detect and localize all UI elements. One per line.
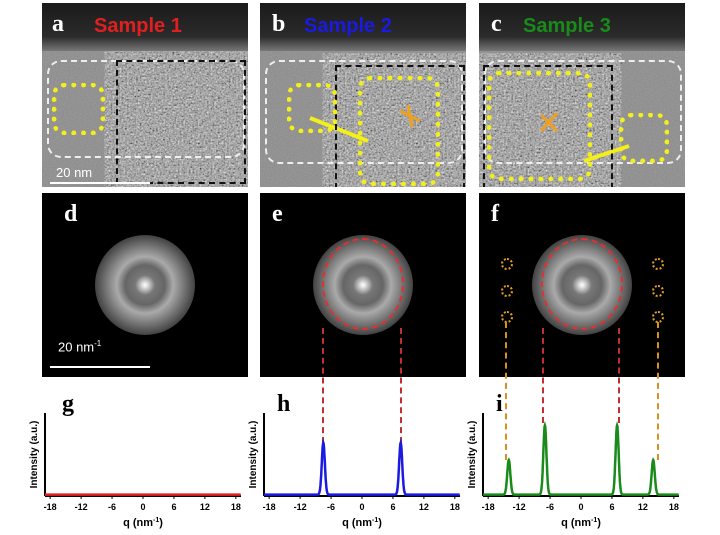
intensity-plot-i: -18 -12 -6 0 6 12 18 q (nm-1) Intensity (a.u.) i [466, 385, 684, 530]
x-axis-label: q (nm-1) [342, 517, 382, 529]
panel-label: b [272, 11, 286, 37]
selected-region-marker [52, 83, 105, 135]
diffraction-spot-marker [652, 285, 664, 297]
peak-connector-line [400, 328, 402, 443]
region-outline [484, 60, 682, 164]
x-tick-label: 0 [359, 502, 364, 512]
magnified-region-marker [487, 71, 592, 181]
scale-bar-value: 20 nm [58, 339, 95, 355]
diffraction-spot-marker [501, 285, 513, 297]
panel-label: d [64, 201, 78, 227]
diffraction-spot-marker [652, 258, 664, 270]
zoom-inset-outline [335, 65, 465, 187]
selected-region-marker [287, 83, 337, 133]
diffraction-spot-marker [501, 258, 513, 270]
x-tick-label: 0 [578, 502, 583, 512]
tem-image-sample-1: a Sample 1 20 nm [42, 3, 248, 187]
scale-bar-label: 20 nm [56, 165, 93, 180]
diffraction-spot-marker [501, 311, 513, 323]
x-tick-label: 6 [390, 502, 395, 512]
x-tick-label: 6 [171, 502, 176, 512]
y-axis-label: Intensity (a.u.) [29, 421, 40, 489]
x-tick-label: -6 [108, 502, 116, 512]
panel-label: g [62, 391, 74, 417]
panel-label: a [52, 11, 64, 37]
peak-connector-line [657, 322, 659, 460]
panel-title: Sample 2 [304, 15, 392, 37]
x-tick-label: -18 [263, 502, 276, 512]
x-tick-label: -12 [75, 502, 88, 512]
x-tick-label: 6 [609, 502, 614, 512]
scale-bar-label: 20 nm-1 [58, 339, 101, 354]
y-axis-label: Intensity (a.u.) [467, 421, 478, 489]
x-tick-label: -6 [546, 502, 554, 512]
magnified-region-marker [358, 76, 440, 186]
peak-connector-line [505, 322, 507, 460]
panel-title: Sample 3 [523, 15, 611, 37]
intensity-series-line [264, 438, 460, 496]
intensity-series-line [483, 421, 679, 496]
panel-label: c [491, 11, 502, 37]
plot-canvas: -18 -12 -6 0 6 12 18 q (nm-1) Intensity (a.u.) [248, 413, 460, 529]
scale-bar [50, 366, 150, 368]
tem-image-sample-3: c Sample 3 [479, 3, 685, 187]
x-axis-label: q (nm-1) [123, 517, 163, 529]
peak-connector-line [542, 328, 544, 423]
x-tick-label: 0 [140, 502, 145, 512]
panel-label: i [496, 391, 503, 417]
fft-pattern-sample-2: e [260, 193, 466, 377]
x-axis-label: q (nm-1) [561, 517, 601, 529]
x-tick-label: -12 [294, 502, 307, 512]
zoom-inset-outline [116, 60, 246, 184]
region-outline [265, 60, 463, 164]
panel-label: h [277, 391, 291, 417]
fft-pattern-sample-3: f [479, 193, 685, 377]
x-tick-label: 18 [669, 502, 679, 512]
x-tick-label: -6 [327, 502, 335, 512]
panel-title: Sample 1 [94, 15, 182, 37]
x-tick-label: 18 [231, 502, 241, 512]
peak-connector-line [322, 328, 324, 443]
intensity-plot-g: -18 -12 -6 0 6 12 18 q (nm-1) Intensity (a.u.) g [28, 385, 246, 530]
diffraction-ring-marker [541, 238, 623, 330]
tem-image-sample-2: b Sample 2 [260, 3, 466, 187]
x-tick-label: -12 [513, 502, 526, 512]
peak-connector-line [618, 328, 620, 423]
plot-canvas: -18 -12 -6 0 6 12 18 q (nm-1) Intensity (a.u.) [29, 413, 241, 529]
x-tick-label: 18 [450, 502, 460, 512]
diffraction-ring-marker [322, 238, 404, 330]
intensity-plot-h: -18 -12 -6 0 6 12 18 q (nm-1) Intensity (a.u.) h [247, 385, 465, 530]
panel-label: f [491, 201, 499, 227]
scale-bar-unit-exponent: -1 [94, 339, 102, 348]
y-axis-label: Intensity (a.u.) [248, 421, 259, 489]
x-tick-label: 12 [638, 502, 648, 512]
x-tick-label: -18 [482, 502, 495, 512]
selected-region-marker [619, 113, 669, 163]
x-tick-label: 12 [419, 502, 429, 512]
x-tick-label: -18 [44, 502, 57, 512]
scale-bar [50, 182, 150, 184]
panel-label: e [272, 201, 283, 227]
zoom-inset-outline [483, 65, 613, 187]
x-tick-label: 12 [200, 502, 210, 512]
fft-pattern-sample-1: d 20 nm-1 [42, 193, 248, 377]
plot-canvas: -18 -12 -6 0 6 12 18 q (nm-1) Intensity (a.u.) [467, 413, 679, 529]
